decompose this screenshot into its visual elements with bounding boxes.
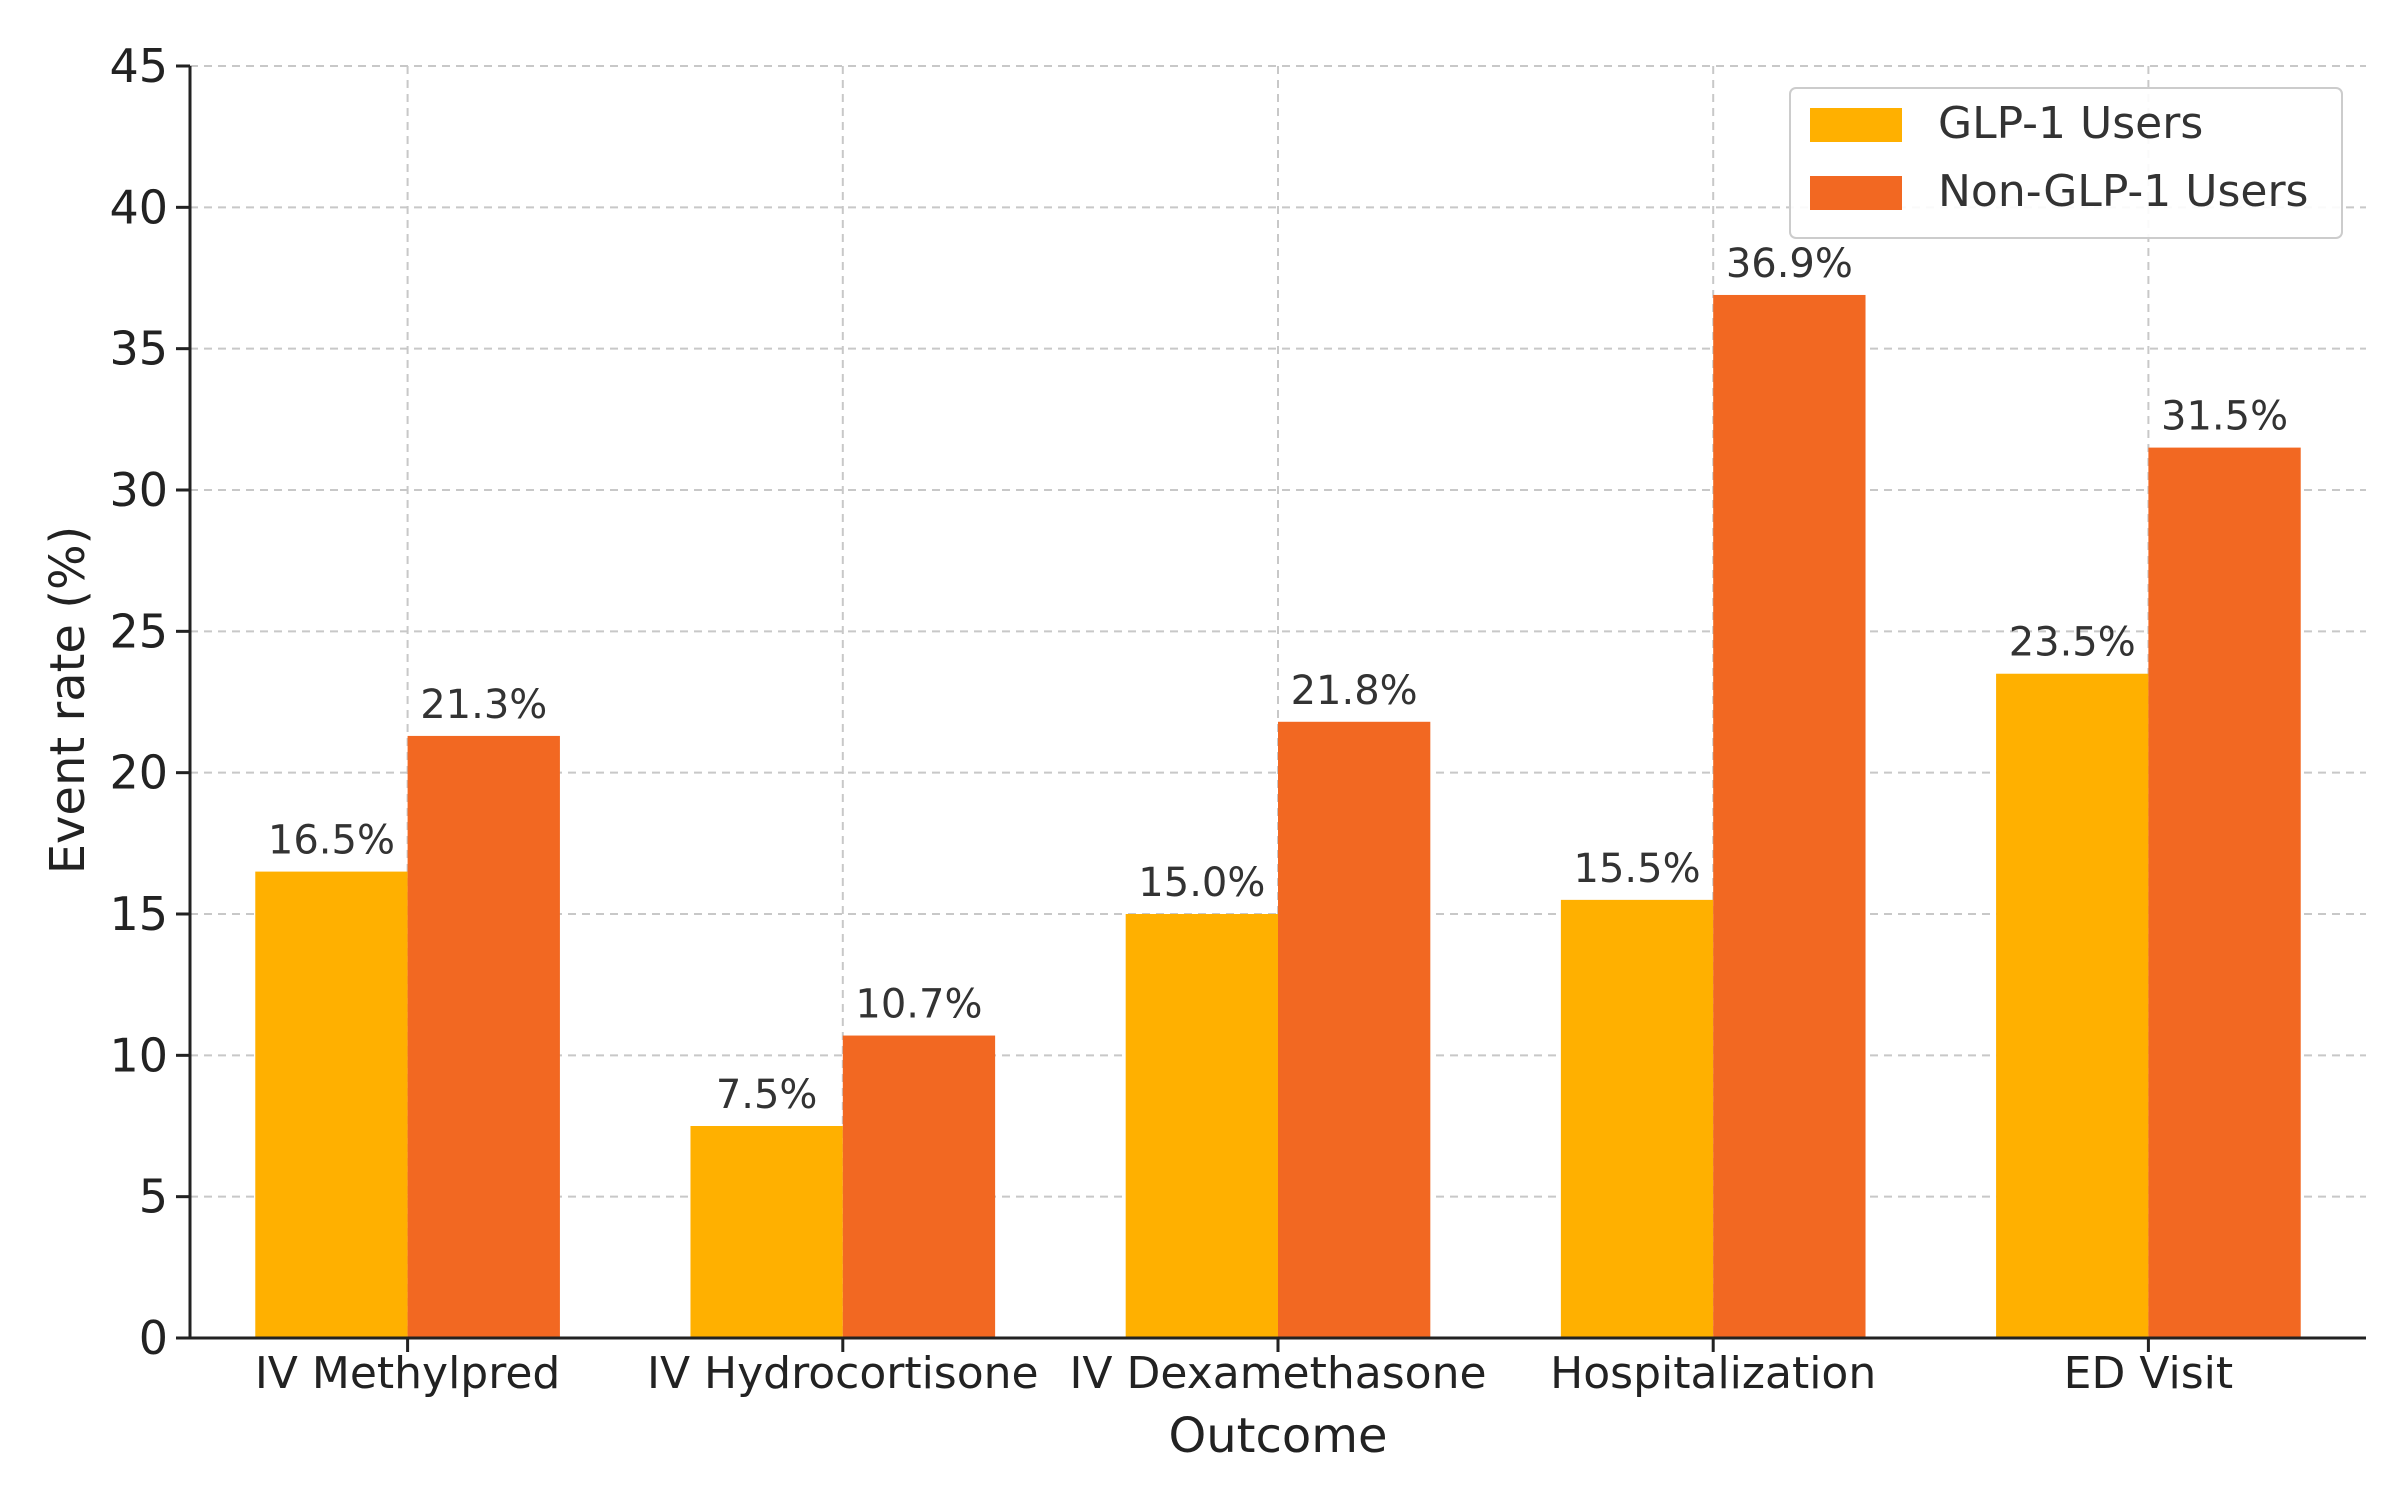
data-label: 31.5%	[2161, 394, 2288, 440]
bar	[1560, 899, 1714, 1338]
y-tick-label: 25	[109, 604, 168, 658]
y-axis-title: Event rate (%)	[40, 526, 96, 875]
bars-layer	[255, 294, 2301, 1339]
bar	[842, 1035, 996, 1338]
data-label: 36.9%	[1726, 241, 1853, 287]
y-tick-label: 5	[139, 1170, 168, 1224]
y-tick-label: 0	[139, 1311, 168, 1365]
legend-swatch	[1810, 108, 1902, 142]
y-tick-label: 20	[109, 746, 168, 800]
bar	[1713, 294, 1866, 1339]
data-label: 15.5%	[1574, 846, 1701, 892]
y-tick-label: 35	[109, 322, 168, 376]
y-tick-label: 10	[109, 1028, 168, 1082]
axes-layer: 0 5 10 15 20 25 30 35 40 45 IV Methylpred IV Hydroc…	[109, 39, 2366, 1399]
x-tick-label: Hospitalization	[1550, 1348, 1876, 1399]
bar	[690, 1126, 843, 1338]
data-label: 10.7%	[855, 982, 982, 1028]
bar	[1125, 914, 1278, 1338]
x-tick-label: IV Methylpred	[255, 1348, 561, 1399]
data-label: 21.8%	[1291, 668, 1418, 714]
bar	[2148, 447, 2301, 1339]
bar	[255, 871, 408, 1338]
y-tick-label: 15	[109, 887, 168, 941]
data-label: 23.5%	[2009, 620, 2136, 666]
legend-label: GLP-1 Users	[1938, 98, 2203, 149]
legend-box	[1789, 87, 2343, 239]
x-axis-title: Outcome	[1168, 1408, 1387, 1464]
data-label: 15.0%	[1138, 860, 1265, 906]
labels-layer: 16.5% 7.5% 15.0% 15.5% 23.5% 21.3% 10.7% 21.8% 3…	[268, 241, 2288, 1118]
bar	[407, 735, 560, 1338]
x-tick-label: IV Hydrocortisone	[647, 1348, 1039, 1399]
legend-label: Non-GLP-1 Users	[1938, 166, 2308, 217]
data-label: 7.5%	[716, 1072, 818, 1118]
y-tick-label: 30	[109, 463, 168, 517]
data-label: 16.5%	[268, 818, 395, 864]
x-tick-label: IV Dexamethasone	[1069, 1348, 1486, 1399]
legend: GLP-1 Users Non-GLP-1 Users	[1789, 87, 2343, 239]
legend-swatch	[1810, 176, 1902, 210]
y-tick-label: 45	[109, 39, 168, 93]
data-label: 21.3%	[420, 682, 547, 728]
x-tick-label: ED Visit	[2064, 1348, 2233, 1399]
bar	[1278, 721, 1431, 1338]
y-tick-label: 40	[109, 180, 168, 234]
bar	[1996, 673, 2149, 1338]
